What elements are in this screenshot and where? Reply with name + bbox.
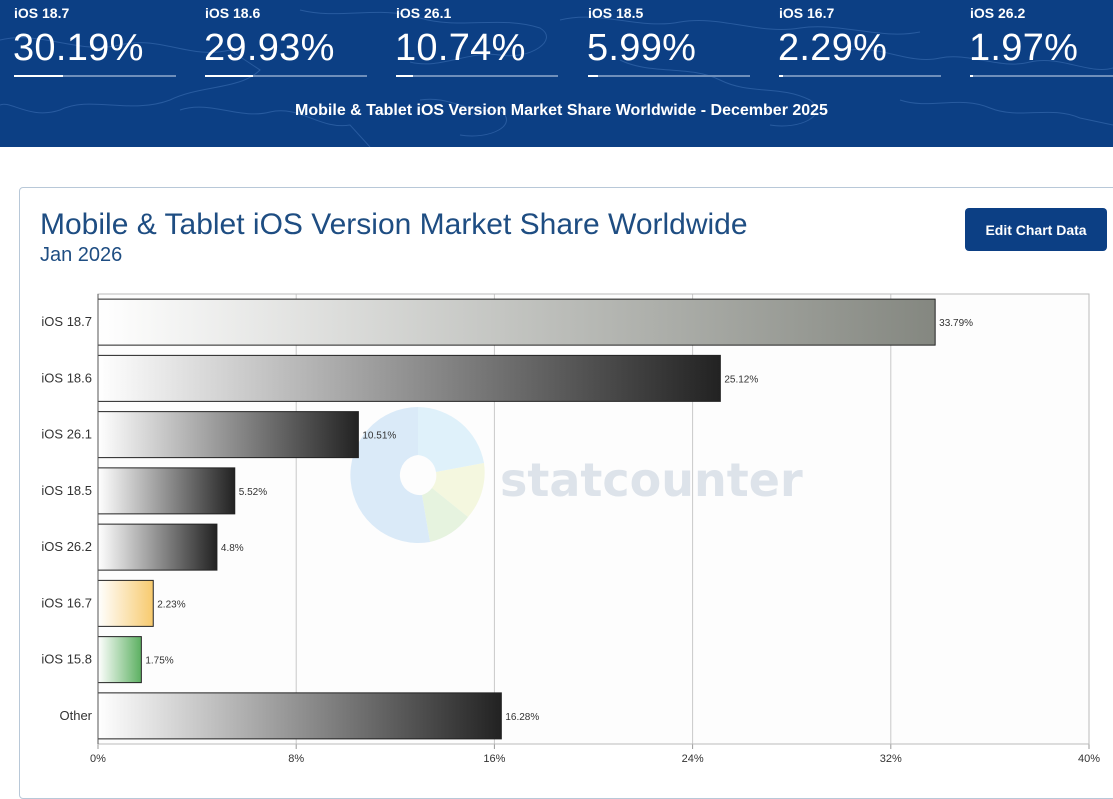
chart-subtitle: Jan 2026	[40, 244, 123, 266]
watermark-logo-segment	[350, 407, 430, 543]
data-label: 1.75%	[145, 656, 173, 667]
x-tick-label: 32%	[880, 753, 902, 765]
bar-ios-18-6[interactable]	[97, 354, 721, 402]
bar-ios-15-8[interactable]	[97, 636, 142, 684]
stat-bar-fill	[205, 75, 254, 77]
stat-label: iOS 26.1	[396, 5, 452, 21]
category-label: iOS 26.2	[41, 539, 92, 554]
watermark-logo-segment	[418, 407, 484, 472]
stat-bar-fill	[779, 75, 783, 77]
category-label: iOS 18.5	[41, 483, 92, 498]
watermark-text: statcounter	[500, 453, 803, 507]
stat-bar-track	[588, 75, 750, 77]
stat-label: iOS 18.7	[14, 5, 70, 21]
bar-ios-26-1[interactable]	[97, 411, 359, 459]
stat-bar-track	[396, 75, 558, 77]
bar-other[interactable]	[97, 692, 502, 740]
watermark-logo-segment	[432, 463, 485, 517]
bar-ios-26-2[interactable]	[97, 523, 218, 571]
bar-ios-18-7[interactable]	[97, 298, 936, 346]
category-label: iOS 15.8	[41, 652, 92, 667]
stat-value: 29.93%	[204, 27, 335, 69]
x-tick-label: 40%	[1078, 753, 1100, 765]
world-map-background	[0, 9, 1113, 147]
data-label: 10.51%	[362, 431, 396, 442]
stat-value: 1.97%	[969, 27, 1079, 69]
stat-value: 2.29%	[778, 27, 888, 69]
stat-bar-fill	[970, 75, 974, 77]
data-label: 33.79%	[939, 318, 973, 329]
stat-label: iOS 26.2	[970, 5, 1026, 21]
stat-bar-fill	[14, 75, 63, 77]
edit-chart-data-button[interactable]: Edit Chart Data	[965, 208, 1107, 251]
category-label: iOS 18.7	[41, 314, 92, 329]
stat-bar-track	[970, 75, 1113, 77]
stat-value: 10.74%	[395, 27, 526, 69]
stat-bar-track	[14, 75, 176, 77]
x-tick-label: 24%	[682, 753, 704, 765]
data-label: 25.12%	[724, 374, 758, 385]
stat-label: iOS 18.5	[588, 5, 644, 21]
stat-value: 30.19%	[13, 27, 144, 69]
stat-label: iOS 16.7	[779, 5, 835, 21]
watermark-logo-segment	[422, 488, 468, 542]
category-label: Other	[59, 708, 92, 723]
stat-bar-track	[779, 75, 941, 77]
category-label: iOS 16.7	[41, 595, 92, 610]
stat-bar-fill	[588, 75, 598, 77]
category-label: iOS 18.6	[41, 370, 92, 385]
category-label: iOS 26.1	[41, 427, 92, 442]
data-label: 16.28%	[505, 712, 539, 723]
x-tick-label: 16%	[483, 753, 505, 765]
bar-ios-18-5[interactable]	[97, 467, 236, 515]
x-tick-label: 8%	[288, 753, 304, 765]
data-label: 2.23%	[157, 599, 185, 610]
stat-bar-fill	[396, 75, 414, 77]
stat-value: 5.99%	[587, 27, 697, 69]
top-banner: iOS 18.7 30.19% iOS 18.6 29.93% iOS 26.1…	[0, 0, 1113, 147]
stat-label: iOS 18.6	[205, 5, 261, 21]
x-tick-label: 0%	[90, 753, 106, 765]
bar-ios-16-7[interactable]	[97, 579, 154, 627]
chart-title: Mobile & Tablet iOS Version Market Share…	[40, 208, 748, 241]
banner-caption: Mobile & Tablet iOS Version Market Share…	[295, 102, 828, 119]
stat-bar-track	[205, 75, 367, 77]
data-label: 4.8%	[221, 543, 244, 554]
data-label: 5.52%	[239, 487, 267, 498]
